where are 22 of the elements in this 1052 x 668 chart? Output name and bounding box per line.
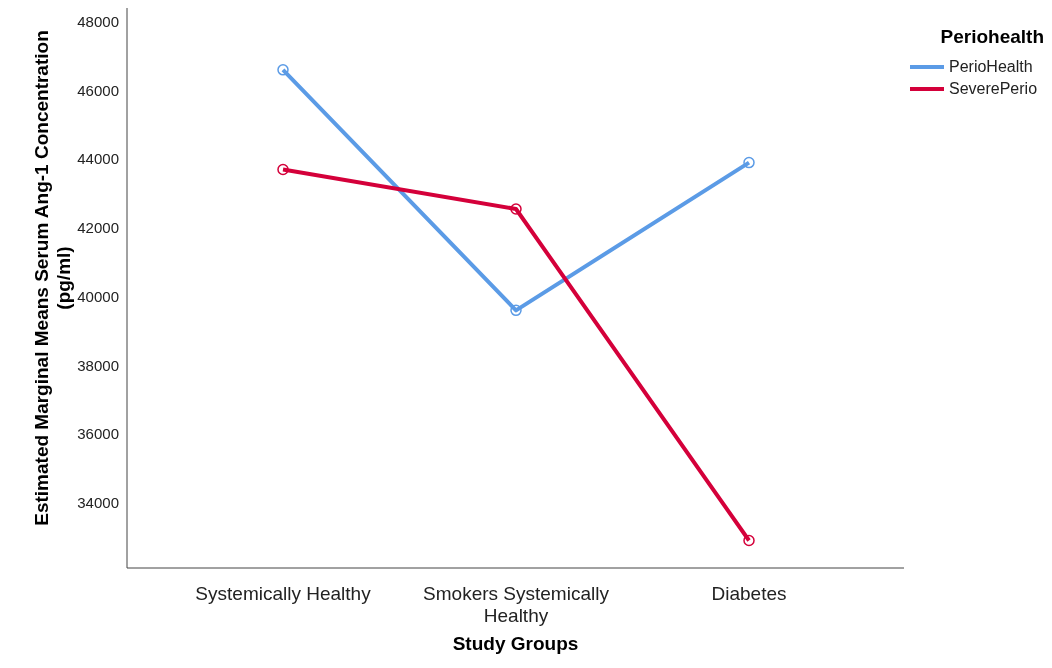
legend-label: SeverePerio bbox=[948, 79, 1039, 99]
y-tick-label: 42000 bbox=[77, 219, 119, 237]
y-tick-label: 36000 bbox=[77, 425, 119, 443]
point bbox=[277, 163, 289, 176]
y-tick-label: 38000 bbox=[77, 356, 119, 374]
x-tick-label: Diabetes bbox=[711, 583, 787, 604]
legend-title: Periohealth bbox=[939, 26, 1044, 48]
point bbox=[510, 203, 522, 215]
y-tick-label: 48000 bbox=[77, 13, 119, 31]
x-tick-label: Systemically Healthy bbox=[195, 583, 372, 604]
x-tick-label: Smokers Systemically Healthy bbox=[423, 583, 610, 626]
y-tick-label: 40000 bbox=[77, 287, 119, 305]
legend-label: PerioHealth bbox=[948, 57, 1034, 77]
point bbox=[743, 534, 755, 547]
point bbox=[743, 156, 755, 169]
y-tick-label: 34000 bbox=[77, 494, 119, 512]
y-axis-title: Estimated Marginal Means Serum Ang-1 Concentration (pg/ml) bbox=[31, 30, 74, 526]
y-tick-label: 46000 bbox=[77, 81, 119, 99]
point bbox=[510, 304, 522, 317]
x-axis-title: Study Groups bbox=[452, 633, 579, 654]
point bbox=[277, 64, 289, 76]
y-tick-label: 44000 bbox=[77, 150, 119, 168]
